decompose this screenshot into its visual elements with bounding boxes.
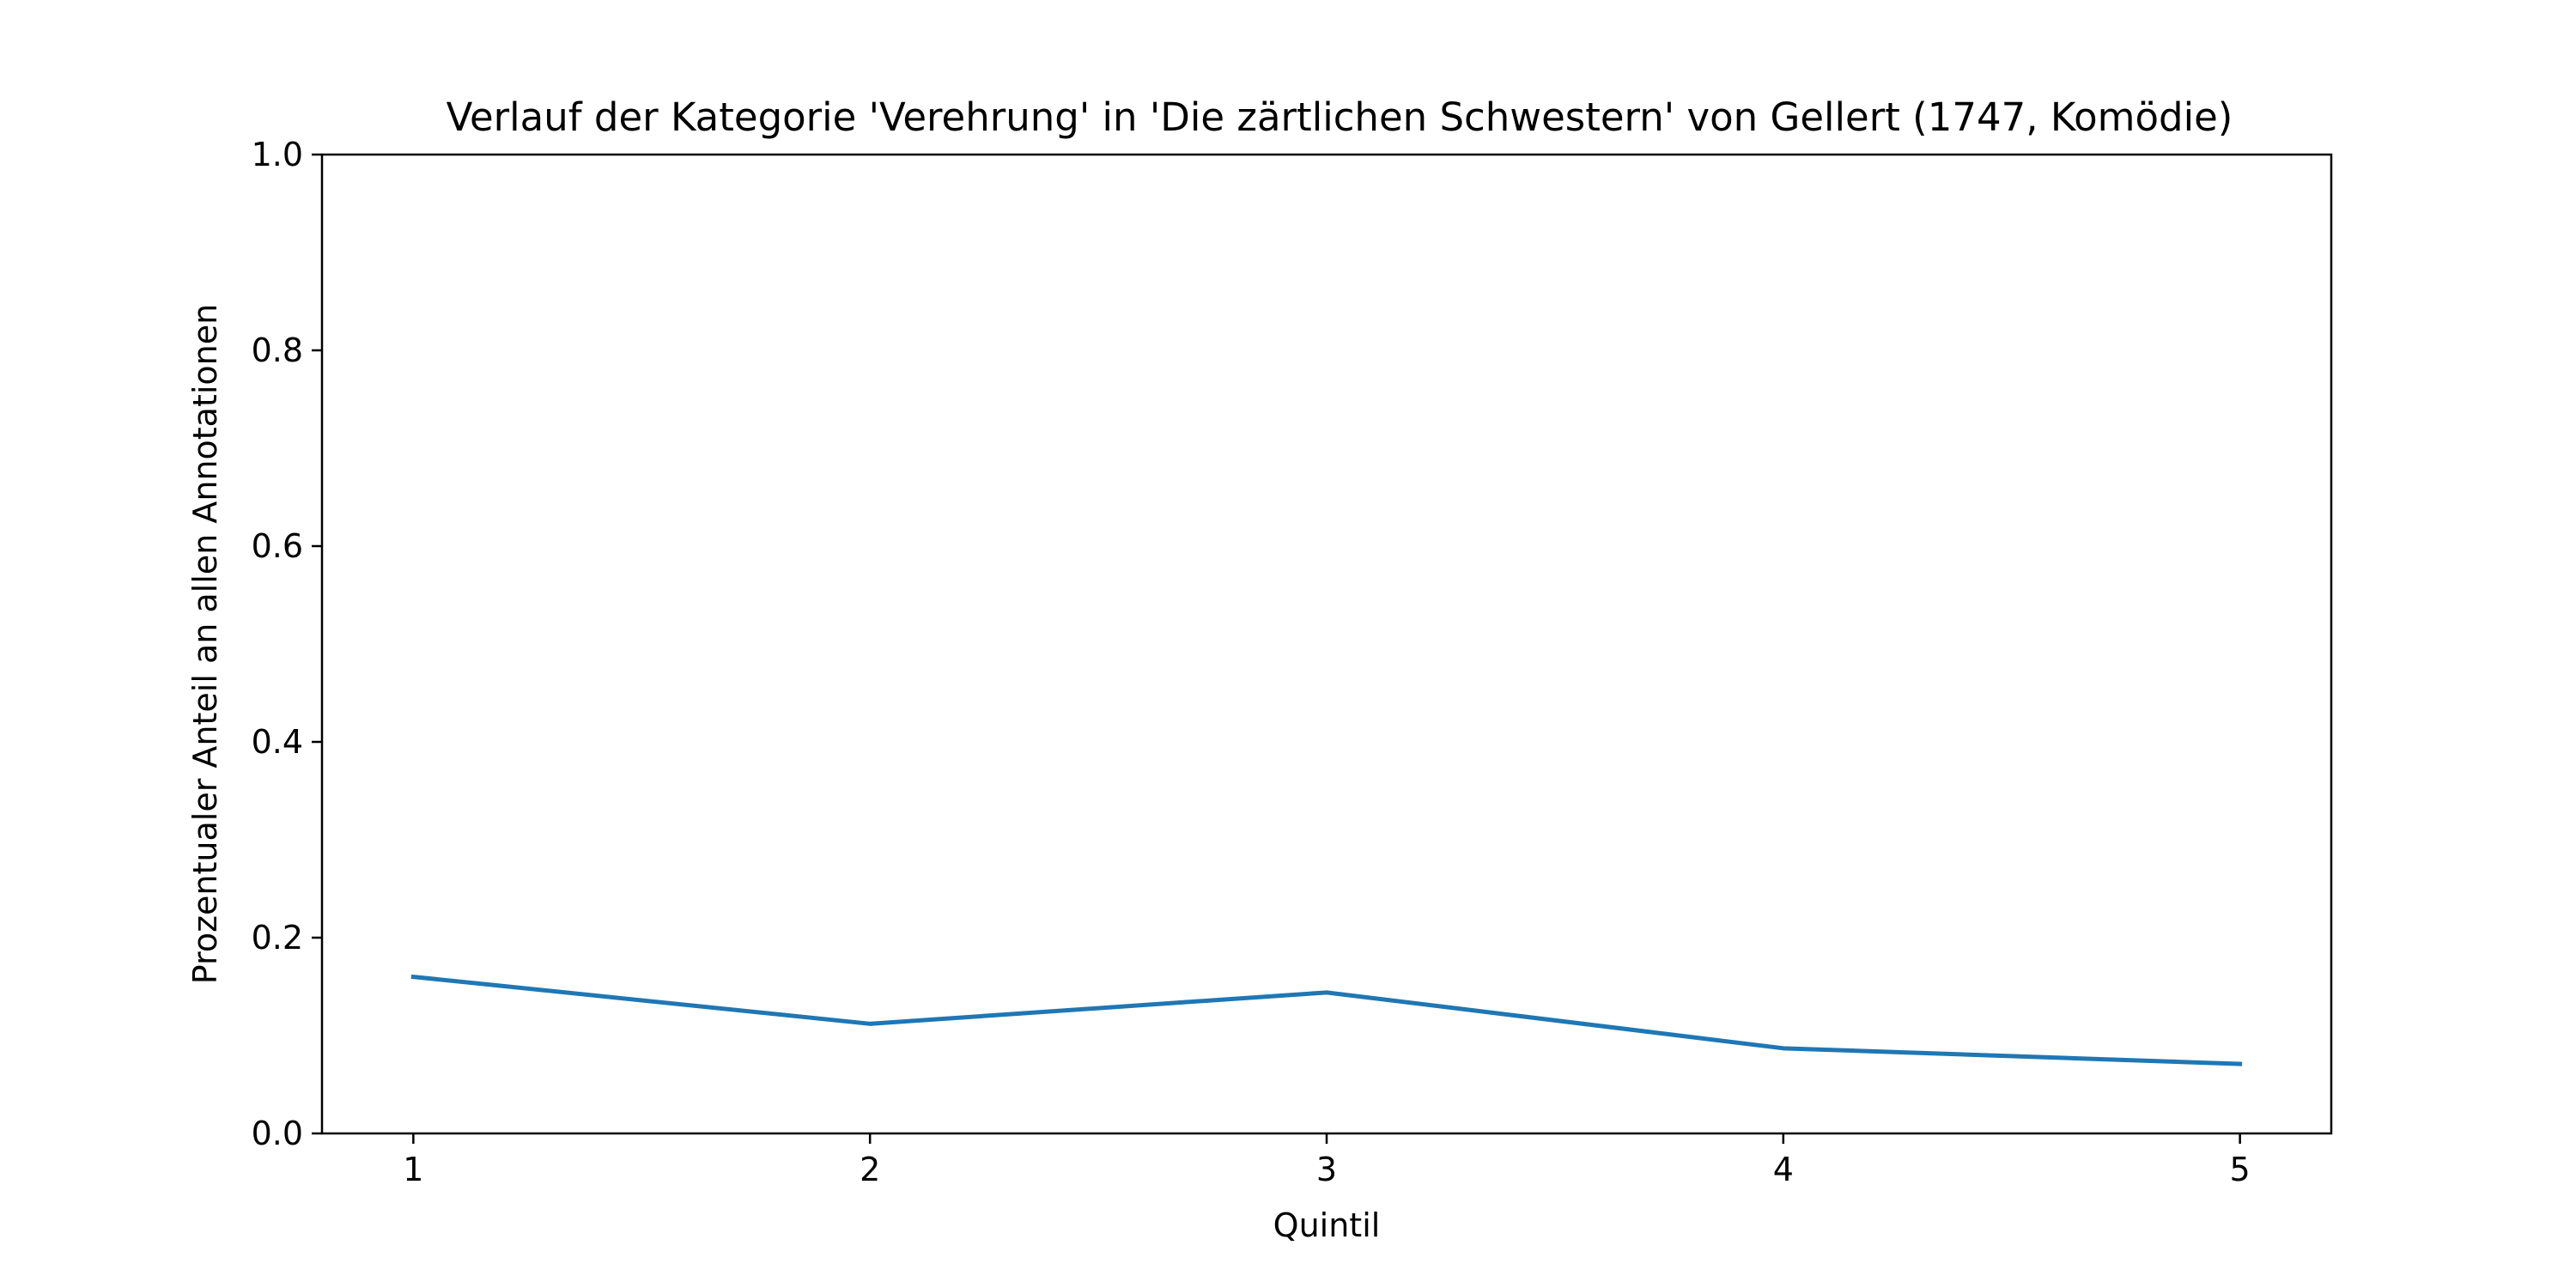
y-tick-label: 0.8 xyxy=(252,331,303,369)
series-line-0 xyxy=(410,974,2243,1066)
x-tick-label: 4 xyxy=(1773,1151,1794,1188)
y-tick-label: 1.0 xyxy=(252,136,303,173)
x-axis-ticks: 1 2 3 4 5 xyxy=(403,1133,2251,1188)
y-axis-label: Prozentualer Anteil an allen Annotatione… xyxy=(186,304,224,984)
x-tick-label: 3 xyxy=(1316,1151,1337,1188)
x-tick-label: 5 xyxy=(2230,1151,2251,1188)
plot-frame xyxy=(320,153,2333,1135)
y-tick-label: 0.4 xyxy=(252,723,303,761)
y-axis-ticks: 0.0 0.2 0.4 0.6 0.8 1.0 xyxy=(252,136,322,1152)
y-tick-label: 0.2 xyxy=(252,919,303,957)
y-tick-label: 0.0 xyxy=(252,1115,303,1152)
x-axis-label: Quintil xyxy=(1273,1206,1381,1244)
chart-title: Verlauf der Kategorie 'Verehrung' in 'Di… xyxy=(447,94,2233,140)
plot-area xyxy=(410,974,2243,1066)
y-tick-label: 0.6 xyxy=(252,527,303,565)
x-tick-label: 1 xyxy=(403,1151,423,1188)
x-tick-label: 2 xyxy=(860,1151,880,1188)
